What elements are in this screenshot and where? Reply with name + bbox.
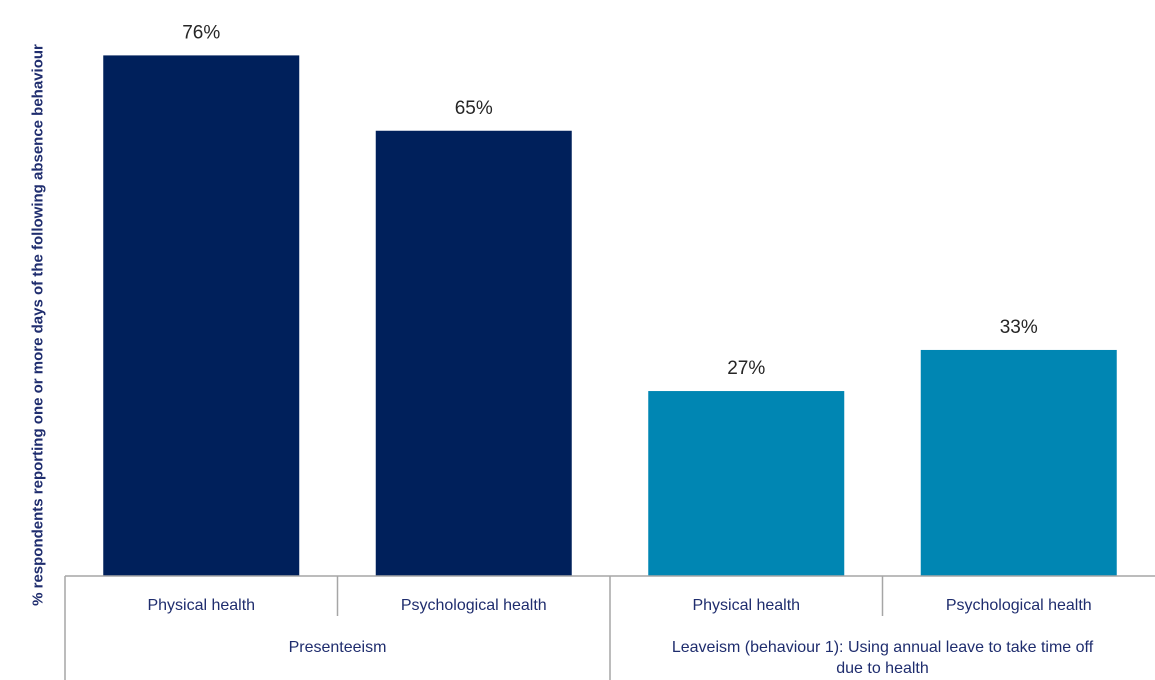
data-label-2: 65%: [455, 98, 493, 119]
data-labels: 76% 65% 27% 33%: [182, 22, 1038, 379]
group-label-1: Presenteeism: [289, 639, 387, 656]
data-label-1: 76%: [182, 22, 220, 43]
group-label-2: Leaveism (behaviour 1): Using annual lea…: [672, 639, 1094, 677]
category-label-2: Psychological health: [401, 597, 547, 614]
data-label-4: 33%: [1000, 317, 1038, 338]
category-label-4: Psychological health: [946, 597, 1092, 614]
bar-3: [648, 391, 845, 576]
category-label-1: Physical health: [147, 597, 255, 614]
category-label-3: Physical health: [692, 597, 800, 614]
bar-2: [375, 130, 572, 576]
category-axis: Presenteeism Leaveism (behaviour 1): Usin…: [64, 575, 1155, 680]
bar-4: [920, 349, 1117, 576]
data-label-3: 27%: [727, 358, 765, 379]
bar-1: [103, 55, 300, 576]
bars: [103, 55, 1117, 576]
